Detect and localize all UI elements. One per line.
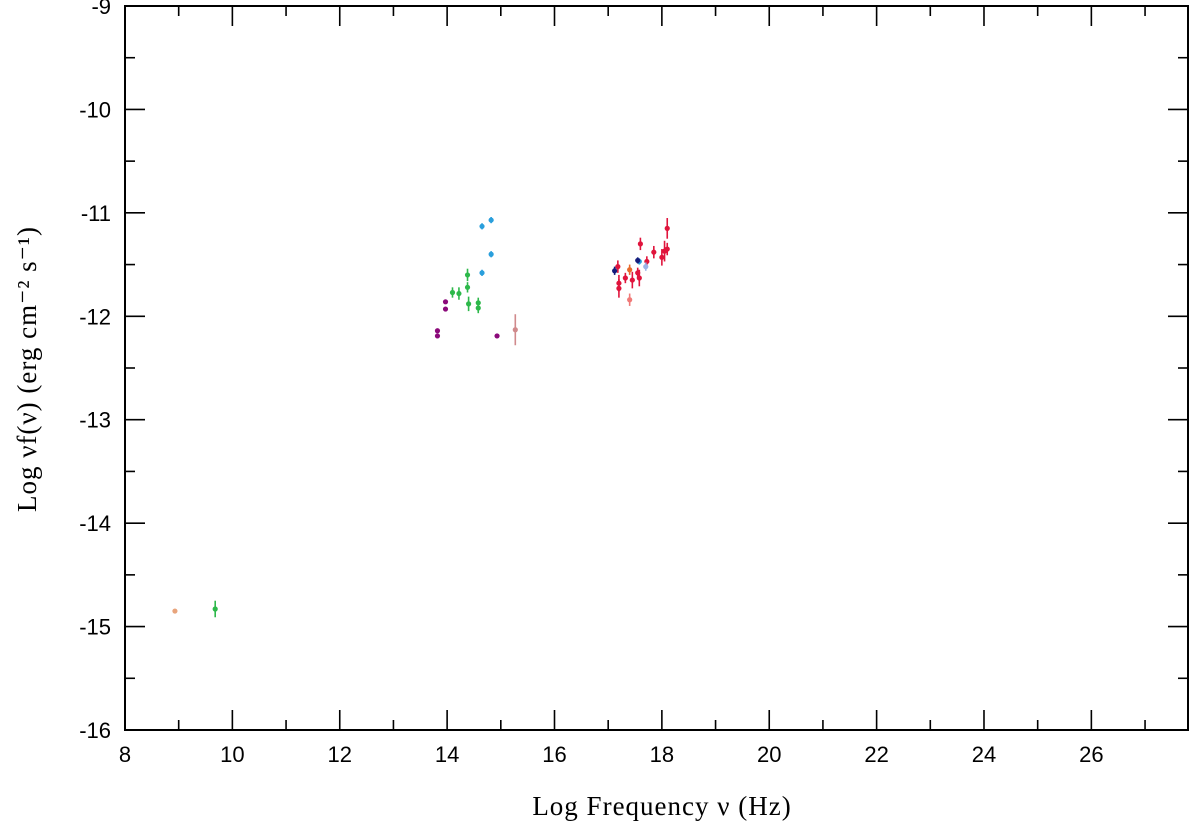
y-tick-label: -14 <box>79 511 111 536</box>
data-point <box>612 268 618 274</box>
data-point <box>488 217 494 223</box>
data-point <box>475 305 481 311</box>
data-point <box>449 289 456 296</box>
y-tick-label: -9 <box>91 0 111 19</box>
data-point <box>479 223 485 229</box>
x-tick-label: 12 <box>328 742 352 767</box>
data-point <box>615 264 621 270</box>
y-tick-label: -12 <box>79 304 111 329</box>
data-point <box>465 301 472 307</box>
data-point <box>464 284 471 290</box>
data-point <box>512 327 518 333</box>
axis-tick-labels: 8 10 12 14 16 18 20 22 24 26 -9 -10 -11 -12 -13 -14 -15 -… <box>79 0 1103 767</box>
data-point <box>651 249 657 255</box>
data-point <box>494 333 500 339</box>
data-point <box>616 285 622 291</box>
data-point <box>434 333 441 339</box>
data-point <box>629 277 635 283</box>
data-point <box>622 275 628 281</box>
x-tick-label: 16 <box>542 742 566 767</box>
data-point <box>442 306 449 312</box>
x-axis-title: Log Frequency ν (Hz) <box>532 791 791 821</box>
y-tick-label: -13 <box>79 408 111 433</box>
plot-frame <box>124 5 1189 731</box>
data-points <box>172 216 670 618</box>
y-tick-label: -16 <box>79 718 111 743</box>
x-tick-label: 14 <box>435 742 459 767</box>
data-point <box>434 328 441 334</box>
data-point <box>637 241 643 247</box>
data-point <box>659 254 665 260</box>
y-tick-label: -11 <box>81 201 111 226</box>
data-point <box>456 290 462 297</box>
axis-ticks <box>125 6 1188 730</box>
data-point <box>627 267 633 273</box>
x-tick-label: 8 <box>119 742 131 767</box>
data-point <box>212 606 218 612</box>
data-point <box>627 297 633 303</box>
data-point <box>172 608 178 614</box>
data-point <box>643 264 649 270</box>
x-tick-label: 24 <box>972 742 996 767</box>
data-point <box>464 272 471 278</box>
y-axis-title: Log νf(ν) (erg cm⁻² s⁻¹) <box>12 226 42 512</box>
data-point <box>636 275 642 281</box>
x-tick-label: 18 <box>650 742 674 767</box>
x-tick-label: 22 <box>864 742 888 767</box>
data-point <box>664 225 670 231</box>
x-tick-label: 20 <box>757 742 781 767</box>
data-point <box>442 299 449 305</box>
x-tick-label: 26 <box>1079 742 1103 767</box>
data-point <box>479 270 485 276</box>
data-point <box>635 257 641 264</box>
data-point <box>664 246 670 252</box>
data-point <box>488 251 494 257</box>
y-tick-label: -15 <box>79 615 111 640</box>
y-tick-label: -10 <box>79 97 111 122</box>
x-tick-label: 10 <box>220 742 244 767</box>
